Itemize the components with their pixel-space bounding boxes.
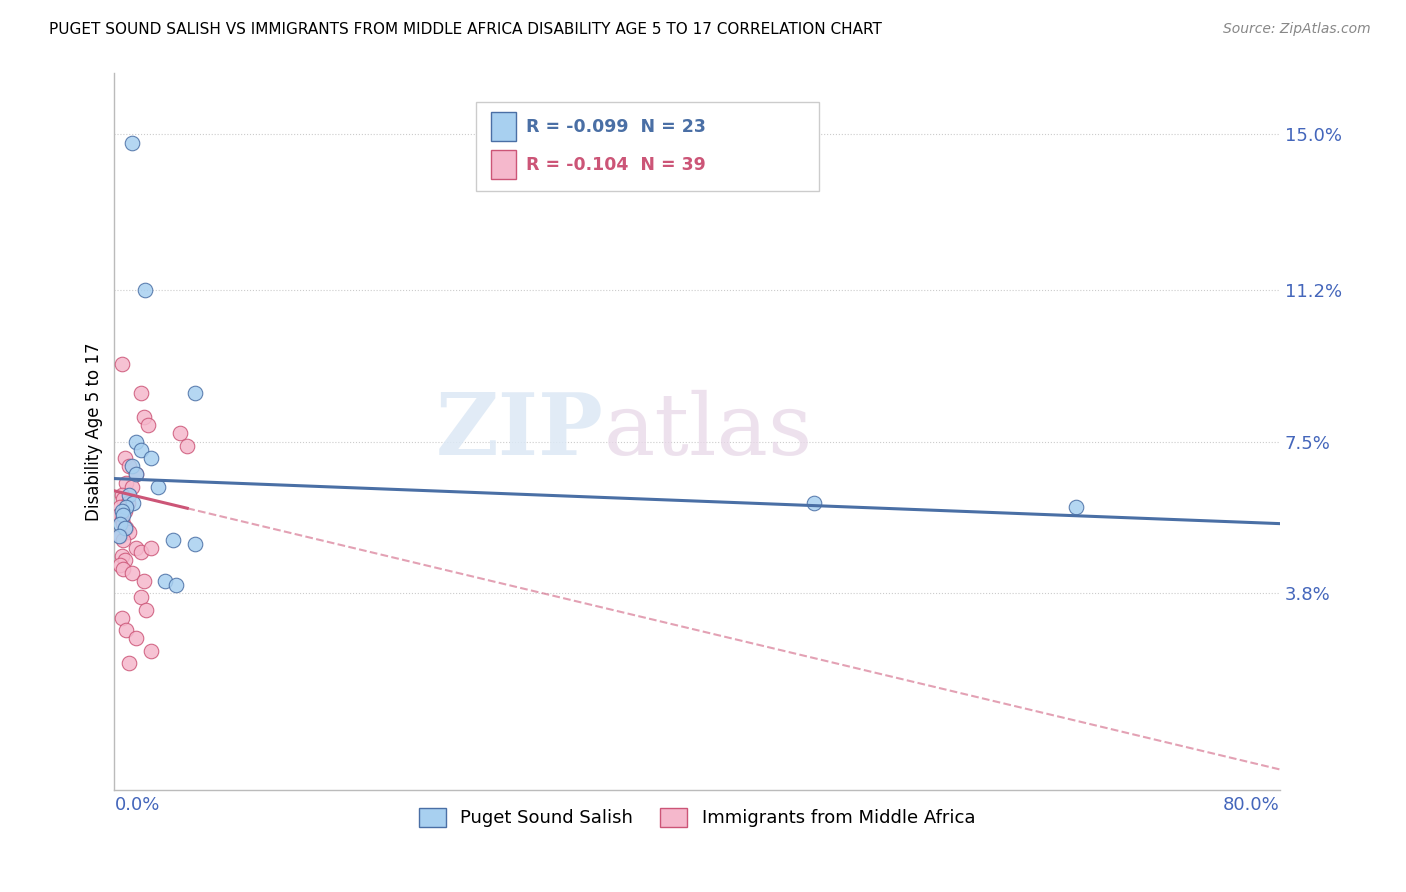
Point (129, 442, 152, 457)
Bar (491, 112, 516, 141)
Point (114, 451, 136, 466)
Text: R = -0.104  N = 39: R = -0.104 N = 39 (526, 156, 706, 174)
Point (125, 467, 148, 482)
Point (111, 357, 134, 371)
Point (114, 521, 136, 535)
Point (110, 500, 132, 515)
Point (117, 496, 139, 510)
Point (115, 521, 138, 535)
Point (107, 529, 129, 543)
Point (803, 496, 825, 510)
Text: ZIP: ZIP (436, 390, 603, 474)
Point (121, 459, 143, 474)
Point (139, 451, 162, 466)
Point (176, 439, 198, 453)
Point (111, 488, 134, 502)
Point (129, 545, 152, 559)
Legend: Puget Sound Salish, Immigrants from Middle Africa: Puget Sound Salish, Immigrants from Midd… (412, 801, 983, 835)
Point (112, 516, 135, 531)
Point (114, 504, 136, 518)
Point (122, 496, 145, 510)
Point (112, 533, 135, 547)
Point (183, 385, 205, 400)
Point (111, 611, 134, 625)
Text: Source: ZipAtlas.com: Source: ZipAtlas.com (1223, 22, 1371, 37)
Point (132, 410, 155, 425)
Point (111, 549, 134, 564)
Point (183, 537, 205, 551)
Point (134, 283, 156, 297)
Point (121, 136, 143, 150)
Point (125, 632, 148, 646)
Point (118, 488, 141, 502)
Point (125, 434, 148, 449)
Point (107, 508, 129, 523)
Point (110, 558, 132, 572)
Point (112, 562, 135, 576)
Point (121, 566, 143, 580)
Point (146, 480, 169, 494)
Point (115, 500, 138, 515)
Point (112, 508, 135, 523)
Point (169, 426, 191, 441)
Text: 80.0%: 80.0% (1223, 796, 1279, 814)
Point (129, 385, 152, 400)
Point (1064, 500, 1087, 515)
Point (135, 602, 157, 616)
Point (139, 643, 162, 657)
Point (118, 656, 141, 670)
Point (136, 418, 159, 433)
Text: atlas: atlas (603, 390, 813, 473)
Text: 0.0%: 0.0% (114, 796, 160, 814)
Text: PUGET SOUND SALISH VS IMMIGRANTS FROM MIDDLE AFRICA DISABILITY AGE 5 TO 17 CORRE: PUGET SOUND SALISH VS IMMIGRANTS FROM MI… (49, 22, 882, 37)
Point (129, 591, 152, 605)
FancyBboxPatch shape (475, 102, 820, 191)
Text: R = -0.099  N = 23: R = -0.099 N = 23 (526, 118, 706, 136)
Point (132, 574, 155, 588)
Point (110, 529, 132, 543)
Point (115, 623, 138, 637)
Point (165, 578, 187, 592)
Y-axis label: Disability Age 5 to 17: Disability Age 5 to 17 (86, 343, 103, 521)
Point (139, 541, 162, 556)
Point (121, 480, 143, 494)
Point (111, 504, 134, 518)
Point (118, 524, 141, 539)
Point (162, 533, 184, 547)
Point (125, 467, 148, 482)
Point (125, 541, 148, 556)
Point (114, 553, 136, 567)
Point (115, 475, 138, 490)
Point (112, 491, 135, 506)
Point (111, 512, 134, 526)
Bar (491, 151, 516, 179)
Point (155, 574, 177, 588)
Point (118, 459, 141, 474)
Point (110, 516, 132, 531)
